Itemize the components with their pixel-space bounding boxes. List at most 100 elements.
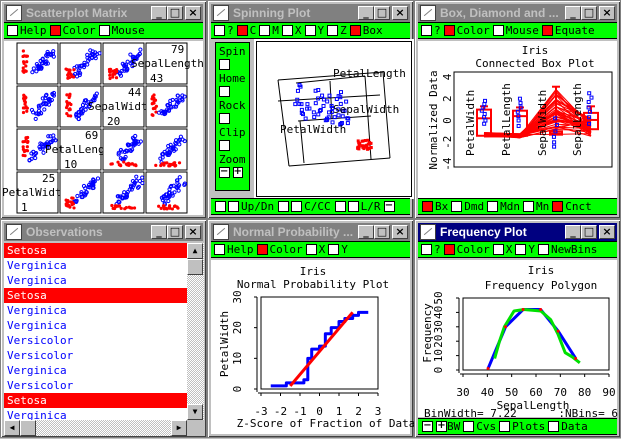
list-item[interactable]: Setosa — [4, 243, 187, 258]
title-bar[interactable]: Normal Probability ... _ □ × — [211, 223, 410, 241]
option-bw[interactable]: + BW — [436, 420, 460, 433]
option-newbins[interactable]: NewBins — [538, 243, 597, 256]
zoom-out-button[interactable]: − — [219, 166, 230, 178]
close-button[interactable]: × — [185, 225, 201, 239]
plot-area[interactable] — [211, 260, 410, 434]
maximize-button[interactable]: □ — [167, 225, 183, 239]
option-color[interactable]: Color — [443, 243, 490, 256]
decrease-bins-button[interactable]: − — [422, 420, 433, 432]
scroll-up-button[interactable]: ▲ — [187, 243, 203, 259]
list-item[interactable]: Verginica — [7, 409, 67, 420]
spinning-plot[interactable]: PetalLength SepalWidth PetalWidth — [208, 1, 415, 220]
mdn-checkbox[interactable] — [487, 201, 499, 212]
connected-box-plot[interactable]: Iris Connected Box Plot Normalized Data … — [415, 1, 621, 220]
option-plots[interactable]: Plots — [499, 420, 545, 433]
minimize-button[interactable]: _ — [358, 6, 374, 20]
bx-checkbox[interactable] — [422, 201, 433, 212]
resize-grip-icon[interactable] — [187, 420, 204, 436]
zoom-in-button[interactable]: + — [232, 166, 243, 178]
option-help[interactable]: ? — [214, 24, 234, 37]
horizontal-scrollbar[interactable]: ◀ ▶ — [4, 420, 187, 436]
help-checkbox[interactable] — [421, 244, 432, 255]
maximize-button[interactable]: □ — [374, 6, 390, 20]
list-item[interactable]: Verginica — [7, 364, 67, 377]
clip-checkbox[interactable] — [219, 140, 230, 151]
window-menu-icon[interactable] — [6, 5, 22, 21]
color-checkbox[interactable] — [256, 244, 268, 255]
list-item[interactable]: Setosa — [4, 393, 187, 408]
up-checkbox[interactable] — [215, 201, 226, 212]
window-menu-icon[interactable] — [420, 224, 436, 240]
close-button[interactable]: × — [392, 225, 408, 239]
rock-control[interactable]: Rock — [219, 99, 246, 124]
option-x[interactable]: X — [281, 24, 302, 37]
color-checkbox[interactable] — [443, 244, 455, 255]
option-x[interactable]: X — [492, 243, 512, 256]
observation-list[interactable]: Setosa Verginica Verginica Setosa Verginica V… — [4, 243, 187, 420]
plot-area[interactable] — [418, 260, 617, 417]
close-button[interactable]: × — [599, 225, 615, 239]
color-checkbox[interactable] — [443, 25, 455, 36]
title-bar[interactable]: Scatterplot Matrix _ □ × — [4, 4, 203, 22]
left-checkbox[interactable] — [334, 201, 346, 212]
rock-checkbox[interactable] — [219, 113, 230, 124]
list-item[interactable]: Versicolor — [7, 334, 74, 347]
frequency-polygon-plot[interactable]: Iris Frequency Polygon SepalLength Frequ… — [415, 220, 621, 439]
option-help[interactable]: ? — [421, 24, 441, 37]
option-color[interactable]: Color — [443, 24, 490, 37]
scroll-right-button[interactable]: ▶ — [171, 420, 187, 436]
spin-control[interactable]: Spin — [219, 45, 246, 70]
option-help[interactable]: ? — [421, 243, 441, 256]
option-help[interactable]: Help — [7, 24, 47, 37]
home-checkbox[interactable] — [219, 86, 230, 97]
hscroll-thumb[interactable] — [20, 420, 36, 436]
close-button[interactable]: × — [392, 6, 408, 20]
mouse-checkbox[interactable] — [98, 25, 110, 36]
maximize-button[interactable]: □ — [167, 6, 183, 20]
maximize-button[interactable]: □ — [581, 225, 597, 239]
scroll-left-button[interactable]: ◀ — [4, 420, 20, 436]
minimize-button[interactable]: _ — [151, 6, 167, 20]
mn-checkbox[interactable] — [523, 201, 534, 212]
option-cvs[interactable]: Cvs — [463, 420, 496, 433]
clockwise-checkbox[interactable] — [278, 201, 290, 212]
vertical-scrollbar[interactable]: ▲ ▼ — [187, 243, 204, 420]
window-menu-icon[interactable] — [213, 224, 229, 240]
c-checkbox[interactable] — [236, 25, 248, 36]
increase-bins-button[interactable]: + — [436, 420, 447, 432]
close-button[interactable]: × — [185, 6, 201, 20]
option-z[interactable]: Z — [327, 24, 347, 37]
option-c[interactable]: C — [236, 24, 256, 37]
minimize-button[interactable]: _ — [151, 225, 167, 239]
list-item[interactable]: Setosa — [4, 288, 187, 303]
option-bx[interactable]: Bx — [422, 200, 448, 213]
y-checkbox[interactable] — [328, 244, 340, 255]
list-item[interactable]: Versicolor — [7, 379, 74, 392]
minimize-button[interactable]: _ — [565, 225, 581, 239]
newbins-checkbox[interactable] — [538, 244, 549, 255]
m-checkbox[interactable] — [259, 25, 271, 36]
mouse-checkbox[interactable] — [492, 25, 504, 36]
title-bar[interactable]: Spinning Plot _ □ × — [211, 4, 410, 22]
option-cnct[interactable]: Cnct — [552, 200, 592, 213]
box-checkbox[interactable] — [349, 25, 361, 36]
option-box[interactable]: Box — [349, 24, 383, 37]
list-item[interactable]: Verginica — [7, 259, 67, 272]
equate-checkbox[interactable] — [541, 25, 553, 36]
scroll-down-button[interactable]: ▼ — [187, 404, 203, 420]
list-item[interactable]: Verginica — [7, 319, 67, 332]
data-checkbox[interactable] — [548, 421, 560, 432]
option-color[interactable]: Color — [49, 24, 96, 37]
spin-checkbox[interactable] — [219, 59, 230, 70]
minimize-button[interactable]: _ — [358, 225, 374, 239]
dmd-checkbox[interactable] — [451, 201, 463, 212]
cnct-checkbox[interactable] — [552, 201, 564, 212]
home-control[interactable]: Home — [219, 72, 246, 97]
color-checkbox[interactable] — [49, 25, 61, 36]
option-mdn[interactable]: Mdn — [487, 200, 520, 213]
clip-control[interactable]: Clip — [219, 126, 246, 151]
option-y[interactable]: Y — [304, 24, 324, 37]
title-bar[interactable]: Box, Diamond and ... _ □ × — [418, 4, 617, 22]
plots-checkbox[interactable] — [499, 421, 511, 432]
